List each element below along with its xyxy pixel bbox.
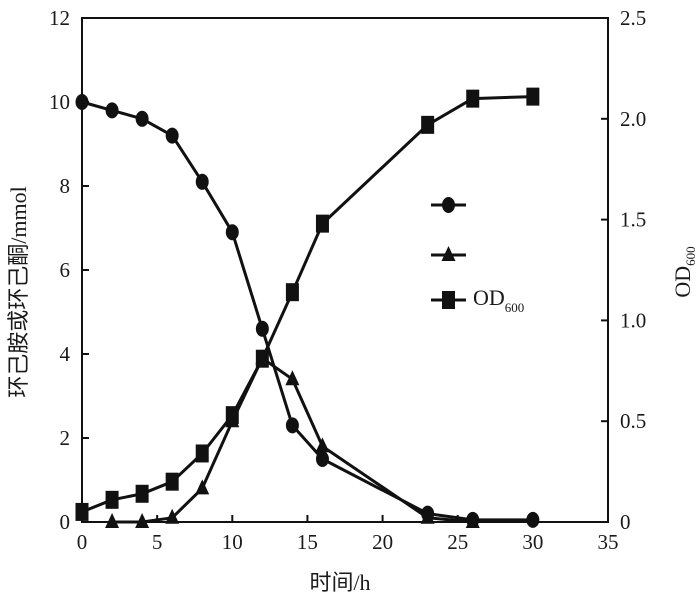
- data-point-triangle: [315, 437, 330, 453]
- series-circle: [75, 94, 540, 528]
- y-right-tick-label: 0: [620, 510, 631, 534]
- data-point-circle: [165, 127, 179, 144]
- data-point-square: [466, 89, 480, 108]
- y-left-tick-label: 4: [60, 342, 71, 366]
- data-point-square: [165, 472, 179, 491]
- x-tick-label: 0: [77, 530, 88, 554]
- data-point-circle: [526, 511, 540, 528]
- x-axis-title: 时间/h: [309, 570, 370, 595]
- y-right-tick-label: 0.5: [620, 409, 646, 433]
- series-line-circle: [81, 100, 533, 522]
- data-point-square: [135, 484, 149, 503]
- y-right-tick-label: 2.5: [620, 6, 646, 30]
- y-right-axis-title: OD600: [670, 246, 698, 297]
- data-point-triangle: [105, 513, 120, 528]
- data-point-circle: [135, 110, 149, 127]
- legend-entry-circle: [431, 197, 466, 213]
- data-point-circle: [255, 320, 269, 337]
- series-square: [75, 87, 540, 521]
- x-tick-label: 5: [152, 530, 163, 554]
- y-right-tick-label: 2.0: [620, 107, 646, 131]
- data-point-square: [315, 214, 329, 233]
- x-tick-label: 15: [297, 530, 318, 554]
- y-left-tick-label: 0: [60, 510, 71, 534]
- x-tick-label: 25: [447, 530, 468, 554]
- data-point-square: [285, 283, 299, 302]
- data-point-square: [75, 502, 89, 521]
- data-point-triangle: [195, 479, 210, 495]
- legend-label-od600-sub: 600: [505, 300, 525, 315]
- data-point-triangle: [135, 513, 150, 528]
- y-left-tick-label: 12: [49, 6, 70, 30]
- legend-marker-square: [442, 291, 455, 309]
- series-line-square: [81, 95, 533, 514]
- legend-entry-triangle: [431, 246, 466, 261]
- x-tick-label: 20: [372, 530, 393, 554]
- data-point-triangle: [165, 508, 180, 524]
- y-left-axis-title: 环己胺或环己酮/mmol: [6, 186, 31, 397]
- data-point-square: [195, 444, 209, 463]
- y-left-tick-label: 8: [60, 174, 71, 198]
- legend-label-od600: OD600: [473, 285, 524, 315]
- y-right-tick-label: 1.5: [620, 208, 646, 232]
- legend: OD600: [431, 197, 524, 315]
- data-point-square: [105, 490, 119, 509]
- y-left-tick-label: 2: [60, 426, 71, 450]
- y-left-tick-label: 6: [60, 258, 71, 282]
- series-layer: [75, 87, 540, 528]
- data-point-circle: [75, 94, 89, 110]
- data-point-square: [255, 349, 269, 368]
- data-point-square: [421, 115, 435, 134]
- y-left-tick-label: 10: [49, 90, 70, 114]
- legend-marker-triangle: [441, 246, 456, 261]
- x-tick-label: 30: [522, 530, 543, 554]
- y-left-axis-ticks: 0 2 4 6 8 10 12: [49, 6, 89, 534]
- x-tick-label: 35: [598, 530, 619, 554]
- data-point-circle: [225, 224, 239, 241]
- data-point-circle: [105, 102, 119, 119]
- y-right-tick-label: 1.0: [620, 308, 646, 332]
- data-point-triangle: [465, 513, 480, 528]
- data-point-square: [225, 406, 239, 425]
- data-point-triangle: [420, 508, 435, 524]
- data-point-square: [526, 87, 540, 106]
- data-point-circle: [285, 417, 299, 434]
- y-right-axis-ticks: 0 0.5 1.0 1.5 2.0 2.5: [601, 6, 646, 534]
- legend-entry-od600: [431, 291, 466, 309]
- legend-marker-circle: [442, 197, 455, 213]
- y-right-axis-title-sub: 600: [683, 246, 698, 266]
- series-triangle: [105, 349, 480, 528]
- legend-label-od600-main: OD: [473, 285, 505, 310]
- y-right-axis-title-main: OD: [670, 266, 695, 298]
- data-point-circle: [315, 451, 329, 467]
- data-point-triangle: [285, 370, 300, 386]
- data-point-circle: [195, 173, 209, 190]
- x-tick-label: 10: [222, 530, 243, 554]
